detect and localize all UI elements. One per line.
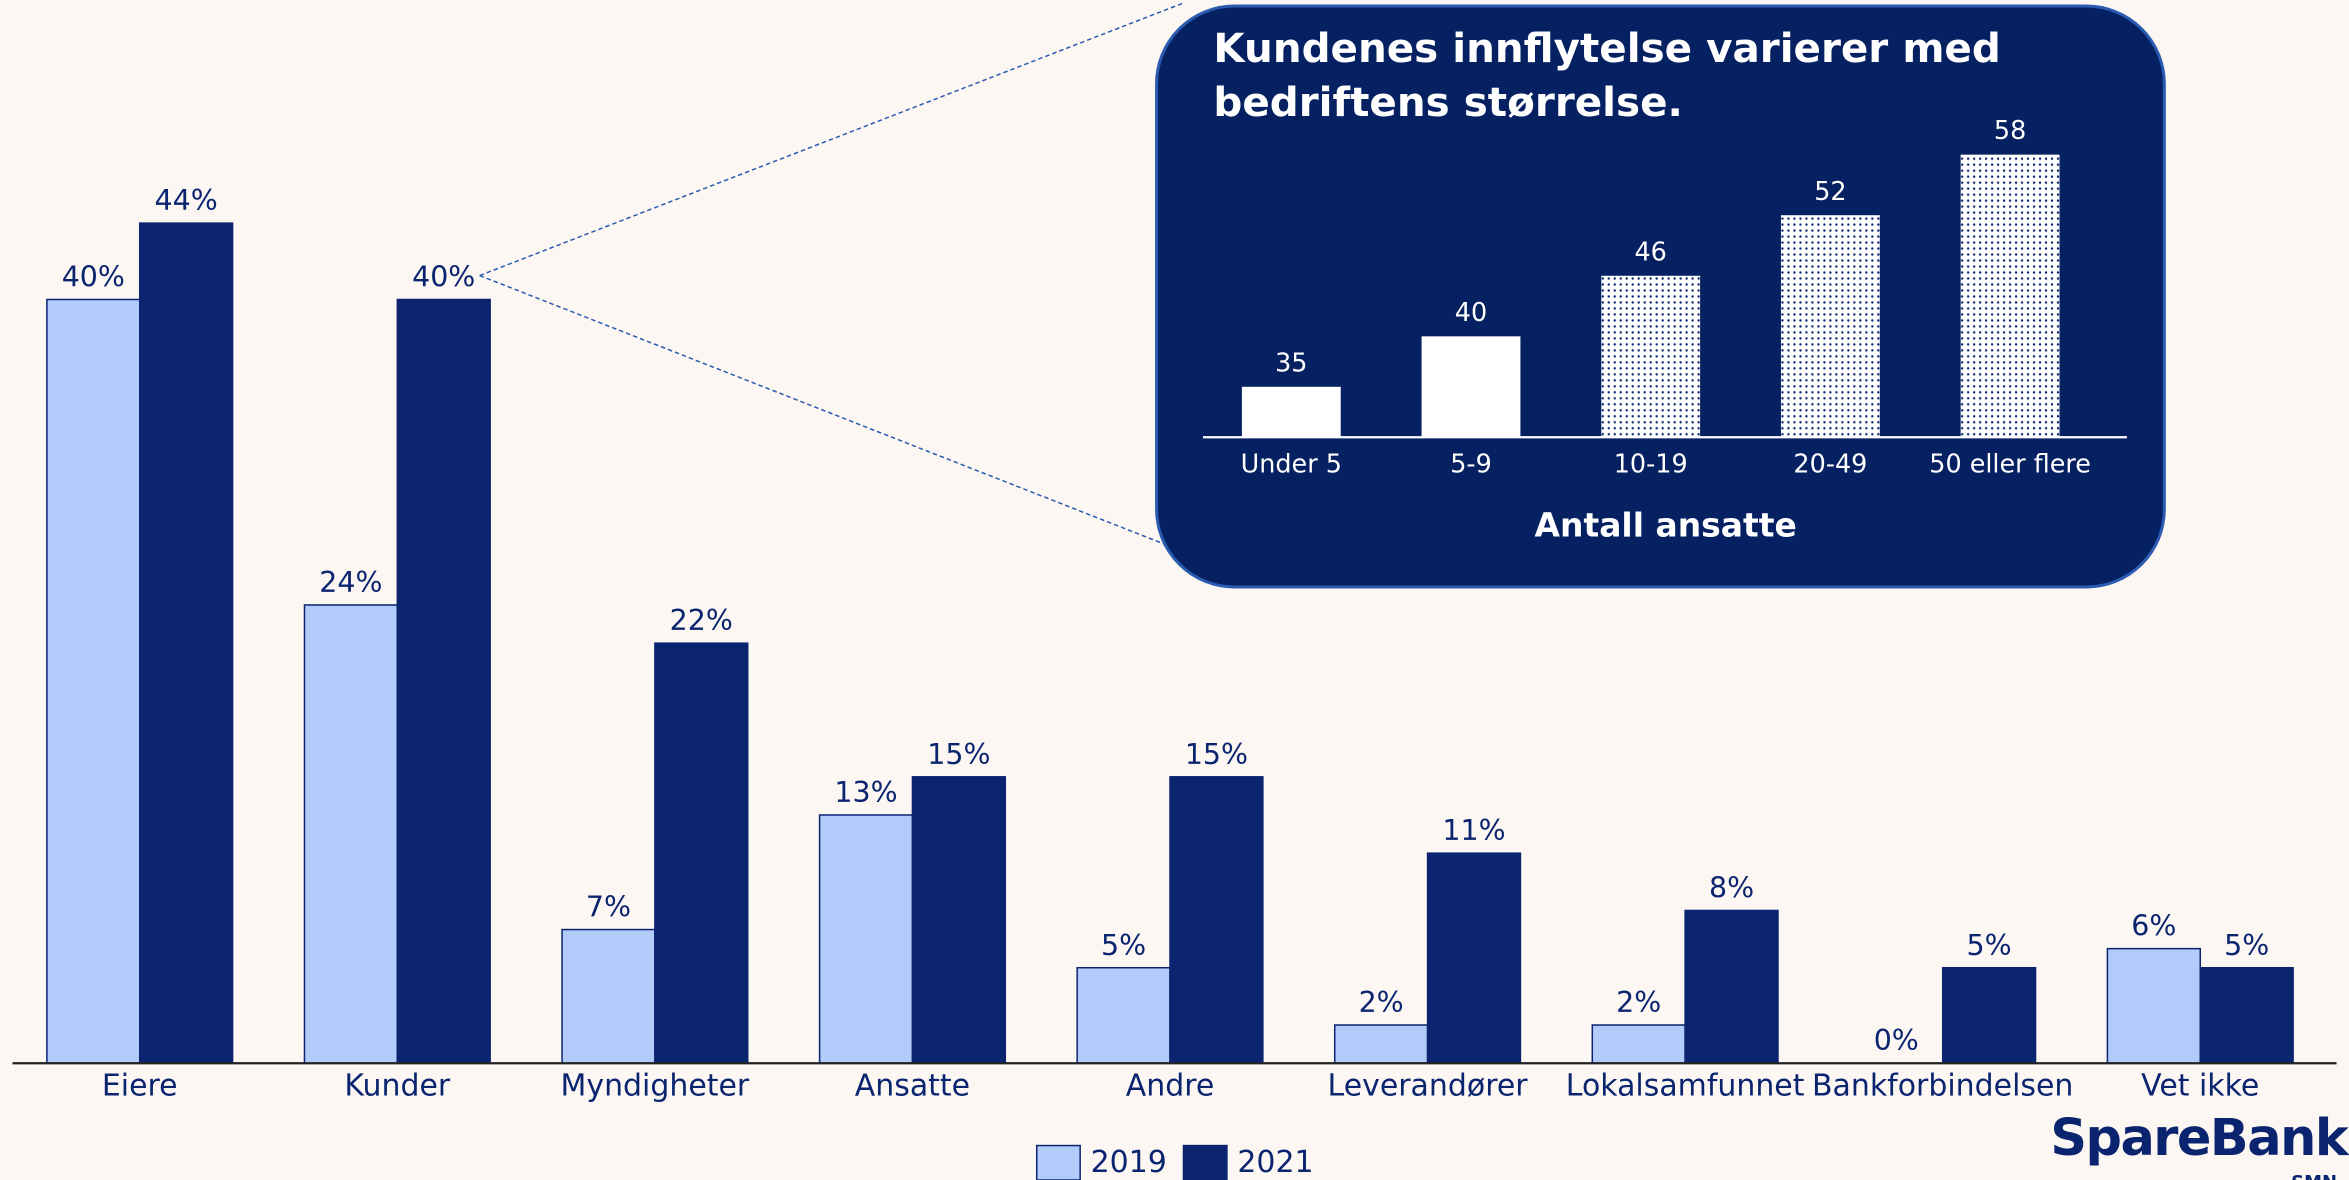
legend-swatch xyxy=(1035,1144,1081,1180)
value-label: 5% xyxy=(1967,929,2012,962)
value-label: 40 xyxy=(1455,298,1487,328)
value-label: 15% xyxy=(1185,738,1248,771)
bar xyxy=(303,604,399,1064)
bar xyxy=(46,298,141,1064)
x-tick-label: Bankforbindelsen xyxy=(1812,1069,2073,1104)
bar xyxy=(139,222,234,1064)
value-label: 52 xyxy=(1814,177,1846,207)
value-label: 0% xyxy=(1874,1024,1919,1057)
value-label: 8% xyxy=(1709,871,1754,904)
x-tick-label: Under 5 xyxy=(1241,450,1342,480)
value-label: 44% xyxy=(155,184,218,217)
value-label: 2% xyxy=(1359,986,1404,1019)
bar xyxy=(654,642,749,1064)
x-tick-label: Andre xyxy=(1126,1069,1215,1104)
x-tick-label: Leverandører xyxy=(1328,1069,1529,1104)
bar xyxy=(1169,776,1264,1064)
x-tick-label: Kunder xyxy=(344,1069,451,1104)
connector xyxy=(479,274,1252,579)
value-label: 35 xyxy=(1275,348,1307,378)
connector xyxy=(479,2,1184,277)
logo: SpareBank xyxy=(2050,1109,2349,1168)
x-tick-label: 20-49 xyxy=(1793,450,1867,480)
value-label: 40% xyxy=(412,261,475,294)
x-tick-label: Myndigheter xyxy=(561,1069,750,1104)
value-label: 7% xyxy=(586,891,631,924)
bar xyxy=(1076,966,1171,1064)
value-label: 6% xyxy=(2131,910,2176,943)
value-label: 15% xyxy=(927,738,990,771)
legend-label: 2019 xyxy=(1091,1145,1167,1180)
x-tick-label: Ansatte xyxy=(855,1069,970,1104)
value-label: 40% xyxy=(62,261,125,294)
x-tick-label: Vet ikke xyxy=(2141,1069,2259,1104)
bar xyxy=(1426,852,1522,1064)
inset-title: Kundenes innflytelse varierer med bedrift… xyxy=(1213,24,2000,126)
inset-chart: Kundenes innflytelse varierer med bedrift… xyxy=(1202,24,2127,545)
legend-swatch xyxy=(1182,1144,1228,1180)
x-tick-label: Eiere xyxy=(102,1069,178,1104)
bar xyxy=(2199,966,2294,1064)
logo-sub: SMN xyxy=(2291,1172,2337,1180)
bar xyxy=(1941,966,2037,1064)
value-label: 11% xyxy=(1442,814,1505,847)
bar xyxy=(818,814,914,1064)
bar xyxy=(1780,215,1880,438)
bar xyxy=(1601,275,1701,438)
x-tick-label: Lokalsamfunnet xyxy=(1566,1069,1805,1104)
bar xyxy=(1591,1024,1686,1064)
bar xyxy=(911,776,1007,1064)
legend-label: 2021 xyxy=(1237,1145,1313,1180)
main-chart: Eiere 40% 44% Kunder 24% 40% Myndigheter 7% 22% A… xyxy=(12,184,2337,1180)
bar xyxy=(396,298,491,1064)
bar xyxy=(1421,336,1521,438)
x-tick-label: 50 eller flere xyxy=(1929,450,2091,480)
value-label: 2% xyxy=(1616,986,1661,1019)
x-axis-label: Antall ansatte xyxy=(1535,506,1797,545)
value-label: 46 xyxy=(1635,237,1667,267)
value-label: 24% xyxy=(319,566,382,599)
x-tick-label: 5-9 xyxy=(1450,450,1492,480)
bar xyxy=(1960,154,2060,438)
bar xyxy=(1684,909,1779,1064)
value-label: 5% xyxy=(2224,929,2269,962)
bar xyxy=(1333,1024,1429,1064)
bar xyxy=(2106,947,2202,1064)
value-label: 13% xyxy=(834,776,897,809)
x-tick-label: 10-19 xyxy=(1614,450,1688,480)
value-label: 58 xyxy=(1994,116,2026,146)
value-label: 5% xyxy=(1101,929,1146,962)
bar xyxy=(561,928,656,1064)
value-label: 22% xyxy=(670,604,733,637)
bar xyxy=(1241,386,1341,438)
